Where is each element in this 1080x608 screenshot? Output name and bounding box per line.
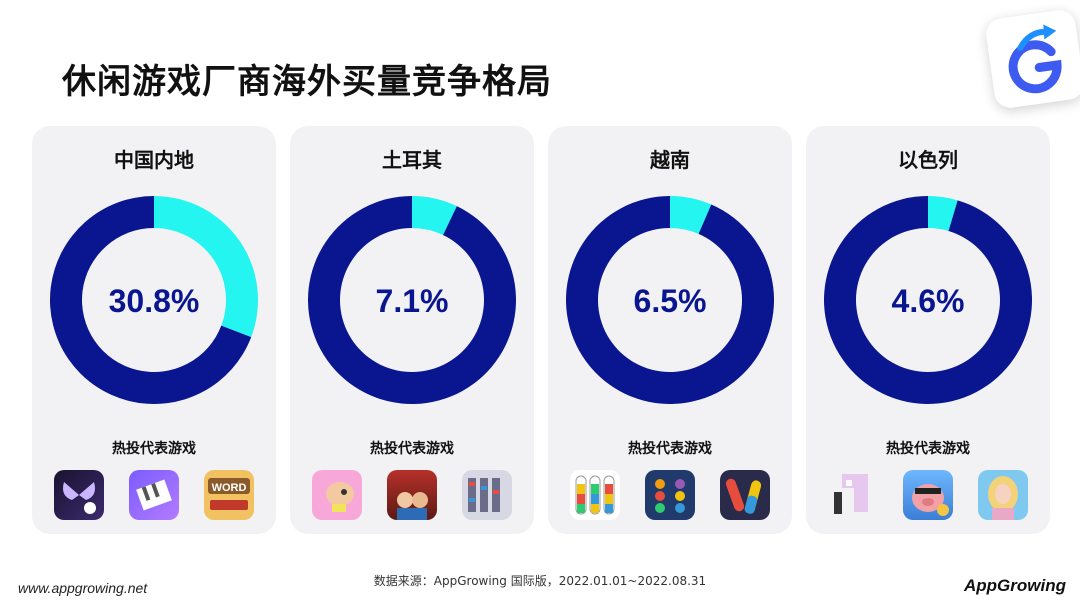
card-title: 以色列 (898, 148, 958, 172)
donut-slice-rest (50, 196, 252, 404)
donut-slice-share (412, 196, 457, 236)
game-icons (806, 470, 1050, 522)
appgrowing-logo (984, 8, 1080, 110)
donut-slice-rest (308, 196, 516, 404)
appgrowing-brand-logo: AppGrowing (964, 576, 1066, 595)
donut-slice-share (670, 196, 712, 234)
card-israel: 以色列 4.6% 热投代表游戏 (806, 126, 1050, 534)
hot-games-label: 热投代表游戏 (886, 441, 970, 457)
card-vietnam: 越南 6.5% 热投代表游戏 (548, 126, 792, 534)
donut-value-label: 7.1% (376, 283, 449, 319)
butterfly-number-game-icon (54, 470, 104, 520)
donut-value-label: 4.6% (892, 283, 965, 319)
game-icons (290, 470, 534, 522)
pig-coin-master-game-icon (903, 470, 953, 520)
color-water-sort-game-icon (570, 470, 620, 520)
block-slide-game-icon (828, 470, 878, 520)
card-china-mainland: 中国内地 30.8% 热投代表游戏 WORD (32, 126, 276, 534)
ball-sort-game-icon (645, 470, 695, 520)
game-icons (548, 470, 792, 522)
blonde-doll-game-icon (978, 470, 1028, 520)
donut-slice-share (928, 196, 958, 231)
word-connect-logo-text: WORD (212, 482, 247, 494)
hot-games-label: 热投代表游戏 (628, 441, 712, 457)
card-title: 土耳其 (382, 148, 442, 172)
donut-chart: 4.6% (824, 196, 1032, 404)
data-source-note: 数据来源：AppGrowing 国际版，2022.01.01~2022.08.3… (373, 574, 707, 588)
card-title: 中国内地 (114, 148, 194, 172)
donut-chart: 6.5% (566, 196, 774, 404)
sort-puzzle-grid-game-icon (462, 470, 512, 520)
donut-chart: 30.8% (50, 196, 258, 404)
card-title: 越南 (650, 148, 690, 172)
piano-tiles-game-icon (129, 470, 179, 520)
whats-wrong-game-icon (387, 470, 437, 520)
footer-url[interactable]: www.appgrowing.net (18, 580, 148, 596)
card-turkey: 土耳其 7.1% 热投代表游戏 (290, 126, 534, 534)
hot-games-label: 热投代表游戏 (112, 441, 196, 457)
donut-chart: 7.1% (308, 196, 516, 404)
game-icons: WORD (32, 470, 276, 522)
donut-slice-share (154, 196, 258, 338)
water-sort-tubes-game-icon (720, 470, 770, 520)
donut-slice-rest (566, 196, 774, 404)
donut-value-label: 30.8% (109, 283, 200, 319)
brain-cartoon-game-icon (312, 470, 362, 520)
donut-value-label: 6.5% (634, 283, 707, 319)
donut-slice-rest (824, 196, 1032, 404)
word-connect-2022-game-icon: WORD (204, 470, 254, 520)
appgrowing-g-icon (1008, 24, 1062, 94)
hot-games-label: 热投代表游戏 (370, 441, 454, 457)
page-title: 休闲游戏厂商海外买量竞争格局 (62, 62, 552, 102)
